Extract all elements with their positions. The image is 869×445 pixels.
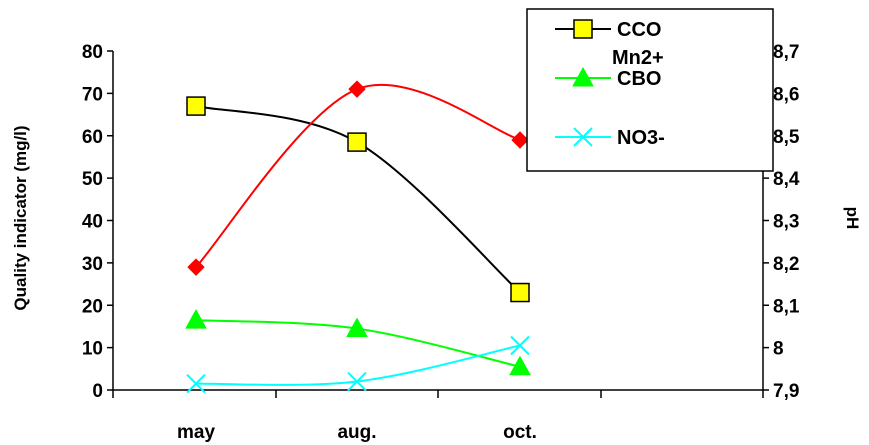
data-point [347,371,367,392]
legend-label: CCO [617,19,661,41]
y2-tick-label: 8,2 [773,254,799,275]
y-tick-label: 80 [82,42,103,63]
y2-tick-label: 8,1 [773,296,800,317]
y2-tick-label: 8,3 [773,212,799,233]
y-tick-label: 10 [82,339,103,360]
data-point [346,317,368,338]
data-point [186,373,206,394]
data-point [186,96,206,116]
y2-tick-label: 8 [773,339,784,360]
y-tick-label: 20 [82,296,103,317]
legend-marker [573,19,593,39]
y-tick-label: 30 [82,254,103,275]
legend-label: NO3- [617,127,665,149]
legend: CCO Mn2+CBO NO3- [526,8,774,172]
y-tick-label: 0 [92,381,103,402]
data-point [185,309,207,329]
data-point [510,282,530,303]
y-tick-label: 50 [82,169,103,190]
data-point [347,132,367,152]
data-point [187,258,205,276]
y2-tick-label: 8,6 [773,84,799,105]
data-point [511,131,529,149]
legend-marker [572,66,594,87]
series-cbo [185,309,531,376]
axis-ticks: 0 10 20 30 40 50 60 70 80 7,9 8 8,1 8,2 8,3 8,4 8,5 8,6 8… [82,42,800,443]
y-tick-label: 60 [82,127,103,148]
data-point [509,355,531,376]
y2-tick-label: 8,7 [773,42,799,63]
series-mn2- [187,80,529,276]
x-tick-label: oct. [503,422,537,443]
legend-label: CBO [617,68,661,90]
series-no3- [186,335,530,394]
series-cco [186,96,530,303]
plot-area: 0 10 20 30 40 50 60 70 80 7,9 8 8,1 8,2 8,3 8,4 8,5 8,6 8… [82,42,800,443]
data-point [348,80,366,98]
y-tick-label: 40 [82,212,103,233]
y2-axis-title: pH [843,207,862,230]
legend-marker [573,127,593,147]
series-layer [185,80,531,394]
y2-tick-label: 7,9 [773,381,799,402]
y-tick-label: 70 [82,84,103,105]
legend-box [526,8,774,172]
legend-items: CCO Mn2+CBO NO3- [555,19,665,149]
x-tick-label: may [177,422,215,443]
x-tick-label: aug. [337,422,376,443]
y2-tick-label: 8,4 [773,169,800,190]
y2-tick-label: 8,5 [773,127,800,148]
data-point [510,335,530,356]
y-axis-title: Quality indicator (mg/l) [11,125,30,310]
series-line [195,344,521,386]
legend-label: Mn2+ [612,47,664,69]
